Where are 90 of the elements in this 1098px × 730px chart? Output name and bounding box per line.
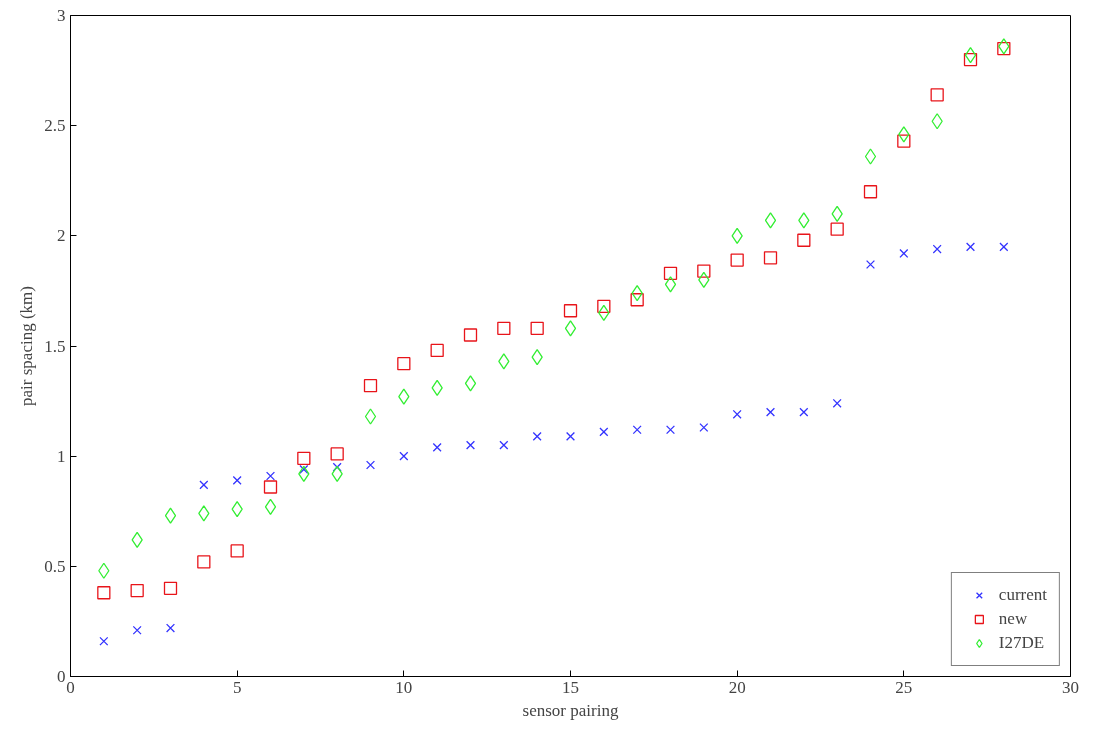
- point: [230, 544, 244, 558]
- point: [530, 321, 544, 336]
- point: [565, 431, 576, 441]
- point: [399, 451, 409, 461]
- point: [499, 440, 509, 450]
- point: [831, 205, 843, 222]
- point: [498, 353, 510, 370]
- point: [264, 498, 277, 515]
- point: [697, 264, 711, 278]
- point: [432, 442, 442, 452]
- point: [630, 293, 644, 307]
- point: [898, 126, 910, 143]
- point: [932, 244, 942, 254]
- point: [730, 253, 744, 267]
- point: [363, 379, 378, 393]
- point: [197, 555, 211, 569]
- point: [664, 276, 677, 293]
- point: [397, 356, 411, 371]
- point: [331, 465, 343, 482]
- point: [465, 440, 476, 450]
- point: [464, 375, 477, 392]
- y-tick-label: 1: [57, 446, 66, 466]
- point: [165, 623, 176, 633]
- x-tick-label: 5: [232, 677, 242, 697]
- point: [130, 583, 144, 598]
- y-tick-label: 2.5: [44, 116, 66, 136]
- point: [199, 480, 209, 490]
- point: [865, 259, 876, 270]
- point: [798, 212, 810, 229]
- point: [931, 113, 943, 130]
- point: [832, 398, 842, 408]
- point: [163, 581, 178, 596]
- point: [263, 480, 278, 494]
- point: [863, 185, 878, 199]
- point: [732, 409, 742, 419]
- point: [564, 320, 577, 337]
- point: [765, 407, 776, 417]
- point: [632, 425, 642, 435]
- x-tick-label: 15: [562, 677, 579, 697]
- x-axis-title: sensor pairing: [522, 700, 619, 720]
- y-axis-title: pair spacing (km): [17, 286, 37, 406]
- point: [364, 408, 377, 425]
- legend-label: new: [998, 609, 1028, 629]
- point: [132, 625, 142, 635]
- point: [430, 343, 444, 358]
- y-tick-label: 0.5: [44, 556, 66, 576]
- point: [463, 328, 478, 342]
- point: [930, 88, 944, 102]
- point: [763, 251, 778, 265]
- point: [97, 586, 111, 600]
- y-tick-label: 2: [57, 226, 66, 246]
- point: [797, 233, 811, 247]
- point: [398, 388, 410, 405]
- y-tick-label: 1.5: [44, 336, 66, 356]
- point: [298, 465, 310, 482]
- x-tick-label: 30: [1062, 677, 1079, 697]
- point: [265, 471, 276, 481]
- legend-label: I27DE: [998, 633, 1045, 653]
- y-tick-label: 3: [57, 6, 66, 25]
- point: [164, 507, 177, 524]
- point: [99, 636, 109, 646]
- point: [965, 242, 976, 252]
- x-tick-label: 20: [728, 677, 746, 697]
- point: [98, 562, 110, 579]
- x-tick-label: 25: [895, 677, 913, 697]
- point: [964, 47, 977, 64]
- point: [830, 222, 844, 236]
- point: [864, 148, 877, 165]
- point: [497, 321, 511, 336]
- point: [597, 299, 611, 313]
- point: [532, 431, 542, 441]
- legend-label: current: [998, 585, 1047, 605]
- point: [899, 248, 909, 258]
- point: [663, 266, 678, 280]
- point: [563, 304, 578, 318]
- point: [999, 242, 1009, 252]
- point: [764, 212, 777, 229]
- point: [897, 134, 911, 148]
- point: [731, 227, 743, 244]
- point: [599, 427, 609, 437]
- point: [665, 425, 676, 435]
- point: [330, 447, 344, 461]
- point: [198, 505, 210, 522]
- point: [297, 451, 311, 466]
- point: [963, 52, 978, 67]
- x-tick-label: 10: [395, 677, 413, 697]
- point: [799, 407, 809, 417]
- point: [365, 460, 376, 470]
- point: [699, 422, 709, 433]
- point: [232, 475, 242, 485]
